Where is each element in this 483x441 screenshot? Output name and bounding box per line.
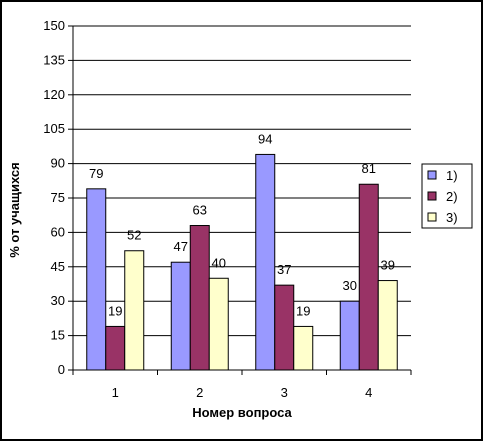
- x-tick-label: 1: [112, 385, 119, 400]
- y-tick-label: 120: [43, 87, 65, 102]
- bar: [358, 183, 379, 371]
- data-label: 39: [381, 258, 395, 273]
- bar: [124, 250, 145, 371]
- x-axis-title: Номер вопроса: [192, 405, 292, 420]
- y-tick-label: 30: [51, 293, 65, 308]
- y-tick-label: 105: [43, 121, 65, 136]
- data-labels: 79 19 52 47 63 40 94 37 19 30 81 39: [89, 131, 395, 318]
- x-tick-label: 2: [196, 385, 203, 400]
- data-label: 19: [296, 303, 310, 318]
- legend-swatch: [427, 191, 437, 201]
- data-label: 30: [343, 278, 357, 293]
- data-label: 52: [127, 228, 141, 243]
- y-tick-label: 75: [51, 190, 65, 205]
- bar: [274, 284, 295, 371]
- y-tick-label: 60: [51, 224, 65, 239]
- y-tick-label: 90: [51, 156, 65, 171]
- y-tick-label: 135: [43, 52, 65, 67]
- data-label: 94: [258, 131, 272, 146]
- data-label: 47: [174, 239, 188, 254]
- bar: [377, 280, 398, 371]
- axes: 0 15 30 45 60 75 90 105 120 135 150 1 2 3 4: [43, 18, 412, 400]
- x-tick-label: 3: [281, 385, 288, 400]
- y-tick-label: 0: [58, 362, 65, 377]
- y-tick-label: 150: [43, 18, 65, 33]
- legend-swatch: [427, 170, 437, 180]
- legend: 1) 2) 3): [421, 163, 473, 229]
- legend-swatch: [427, 212, 437, 222]
- legend-label: 2): [446, 189, 458, 204]
- data-label: 81: [362, 161, 376, 176]
- y-tick-label: 15: [51, 328, 65, 343]
- y-axis-title: % от учащихся: [7, 162, 22, 257]
- data-label: 63: [193, 203, 207, 218]
- data-label: 40: [212, 255, 226, 270]
- bar: [208, 277, 229, 371]
- bar: [105, 325, 126, 371]
- legend-label: 1): [446, 168, 458, 183]
- y-tick-label: 45: [51, 259, 65, 274]
- legend-label: 3): [446, 210, 458, 225]
- data-label: 37: [277, 262, 291, 277]
- bar: [86, 188, 107, 371]
- bar: [170, 261, 191, 371]
- bar: [339, 300, 360, 371]
- bar: [189, 225, 210, 371]
- data-label: 19: [108, 303, 122, 318]
- bars: [86, 153, 398, 371]
- bar: [255, 153, 276, 371]
- bar: [293, 325, 314, 371]
- data-label: 79: [89, 166, 103, 181]
- x-tick-label: 4: [365, 385, 372, 400]
